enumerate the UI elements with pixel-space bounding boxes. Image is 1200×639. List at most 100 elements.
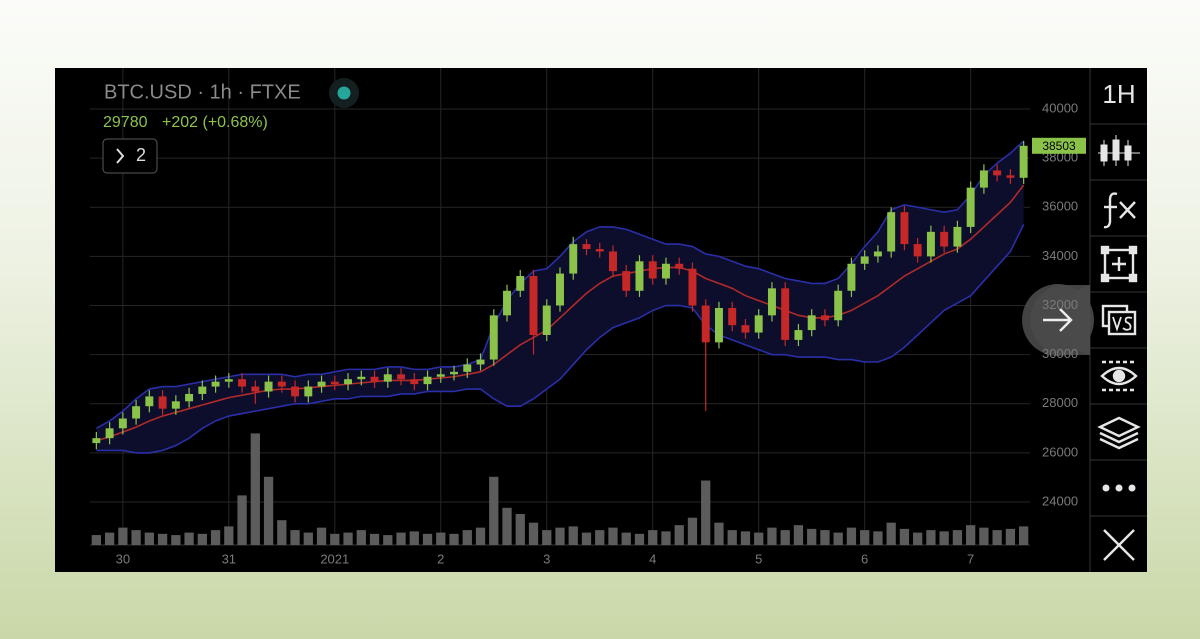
volume-bar	[926, 530, 936, 545]
candle-body	[993, 170, 1002, 176]
volume-bar	[555, 527, 565, 545]
candle-body	[463, 364, 472, 372]
volume-bar	[303, 532, 313, 545]
icon-part	[1128, 245, 1138, 255]
y-tick-label: 32000	[1042, 297, 1078, 312]
candle-body	[662, 263, 670, 279]
volume-bar	[369, 533, 380, 545]
volume-bar	[436, 532, 446, 545]
candle-body	[887, 212, 896, 252]
candle-body	[238, 379, 247, 387]
candle-body	[648, 261, 657, 279]
candle-body	[410, 379, 419, 385]
volume-bar	[277, 520, 287, 545]
volume-bar	[846, 527, 857, 545]
volume-bar	[979, 527, 989, 545]
volume-bar	[886, 522, 896, 545]
volume-bar	[263, 476, 274, 545]
x-tick-label: 3	[543, 551, 550, 566]
candle-body	[1019, 145, 1028, 178]
volume-bar	[489, 476, 499, 545]
candle-body	[145, 396, 154, 407]
volume-bar	[250, 433, 260, 545]
x-tick-label: 2	[437, 551, 444, 566]
volume-bar	[502, 507, 512, 545]
candle-body	[185, 393, 194, 402]
candle-body	[873, 251, 882, 257]
close-button[interactable]	[1103, 529, 1135, 561]
volume-bar	[118, 527, 128, 545]
candle-body	[397, 374, 406, 380]
candle-body	[357, 376, 366, 380]
candle-body	[317, 381, 326, 387]
volume-bar	[104, 532, 115, 545]
y-tick-label: 40000	[1042, 100, 1078, 115]
candle-body	[489, 315, 498, 360]
compare-button[interactable]	[1101, 304, 1137, 336]
symbol-title: BTC.USD · 1h · FTXE	[104, 81, 301, 103]
volume-bar	[820, 530, 830, 545]
candle-body	[198, 386, 207, 394]
indicators-button[interactable]: 2	[102, 138, 158, 174]
volume-bar	[714, 522, 724, 545]
arrow	[1043, 308, 1073, 332]
candle-body	[529, 276, 538, 335]
candle-body	[569, 244, 578, 274]
candle-body	[330, 381, 339, 385]
icon-part	[1128, 273, 1138, 283]
button-frame[interactable]	[102, 138, 158, 174]
icon-part	[1102, 360, 1136, 392]
y-tick-label: 24000	[1042, 493, 1078, 508]
candle-body	[251, 386, 260, 392]
indicators-fx-button[interactable]	[1103, 192, 1136, 229]
volume-bar	[701, 480, 711, 545]
volume-bar	[754, 532, 764, 545]
volume-bar	[860, 530, 870, 545]
volume-bar	[184, 532, 194, 545]
volume-bar	[939, 531, 949, 545]
volume-bar	[197, 533, 207, 545]
candle-body	[940, 231, 949, 247]
add-drawing-button[interactable]	[1100, 245, 1138, 283]
candle-body	[635, 261, 644, 291]
candle-body	[728, 307, 737, 326]
volume-bar	[793, 525, 804, 545]
volume-bar	[1019, 526, 1029, 545]
volume-bar	[316, 527, 327, 545]
volume-bar	[634, 533, 645, 545]
candle-body	[820, 315, 829, 321]
interval-button[interactable]: 1H	[1102, 79, 1135, 109]
volume-bar	[343, 532, 353, 545]
volume-bar	[807, 528, 817, 545]
candle-body	[622, 271, 631, 291]
scroll-to-latest-button[interactable]	[1022, 284, 1094, 356]
volume-bar	[674, 525, 684, 545]
x-tick-label: 31	[222, 551, 236, 566]
volume-bar	[409, 531, 419, 545]
last-price: 29780	[103, 114, 148, 131]
icon-part	[1119, 201, 1136, 219]
candle-body	[847, 263, 856, 291]
visibility-button[interactable]	[1100, 360, 1138, 392]
candle-body	[834, 290, 843, 321]
volume-bar	[422, 533, 433, 545]
layers-button[interactable]	[1097, 416, 1141, 450]
candle-body	[224, 379, 233, 382]
icon-part	[1102, 484, 1110, 492]
icon-part	[1107, 310, 1137, 336]
more-button[interactable]	[1102, 484, 1136, 492]
y-tick-label: 36000	[1042, 199, 1078, 214]
volume-bar	[157, 533, 168, 545]
y-tick-label: 26000	[1042, 444, 1078, 459]
chart-type-button[interactable]	[1098, 135, 1140, 166]
candle-body	[1006, 175, 1015, 178]
candle-body	[595, 249, 604, 252]
icon-part	[1128, 484, 1136, 492]
volume-bar	[780, 530, 790, 545]
candle-body	[516, 276, 525, 291]
band-middle	[96, 184, 1025, 442]
candle-body	[741, 325, 750, 333]
candle-body	[767, 288, 776, 316]
candle-body	[979, 170, 988, 188]
